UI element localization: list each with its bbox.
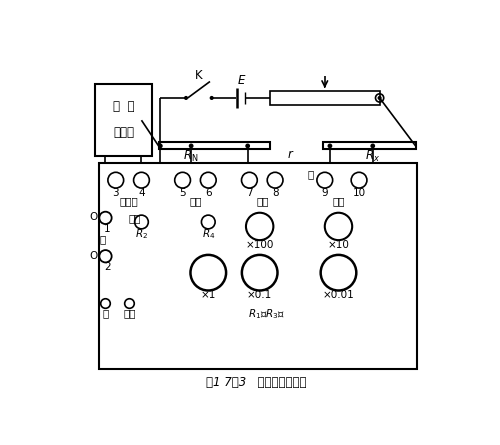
Text: 短路: 短路 [123, 308, 136, 318]
Text: 检流计: 检流计 [113, 125, 134, 139]
Text: ×100: ×100 [246, 239, 274, 250]
Bar [98, 163, 417, 368]
Text: E: E [238, 73, 245, 87]
Text: 8: 8 [272, 188, 278, 198]
Text: 3: 3 [112, 188, 119, 198]
Text: ×1: ×1 [200, 290, 216, 300]
Text: 双: 双 [308, 169, 314, 179]
Circle shape [188, 144, 194, 148]
Text: 电池: 电池 [256, 196, 268, 206]
Text: 单: 单 [100, 234, 106, 244]
Text: 9: 9 [322, 188, 328, 198]
Circle shape [184, 96, 188, 100]
Text: ×10: ×10 [328, 239, 349, 250]
Text: $r$: $r$ [287, 148, 294, 161]
Bar [323, 142, 416, 150]
Bar [270, 91, 380, 105]
Text: O: O [89, 251, 98, 261]
Text: 光  点: 光 点 [112, 100, 134, 113]
Text: 10: 10 [352, 188, 366, 198]
Text: ×0.01: ×0.01 [322, 290, 354, 300]
Text: ×0.1: ×0.1 [247, 290, 272, 300]
Circle shape [246, 144, 250, 148]
Text: O: O [89, 212, 98, 222]
Text: 标准: 标准 [190, 196, 202, 206]
Text: $R_1$（$R_3$）: $R_1$（$R_3$） [248, 307, 285, 321]
Text: 5: 5 [180, 188, 186, 198]
Text: 通: 通 [102, 308, 108, 318]
Circle shape [158, 144, 162, 148]
Text: 1: 1 [104, 224, 110, 234]
Text: $R_x$: $R_x$ [365, 149, 380, 164]
Text: 未知: 未知 [128, 214, 141, 223]
Circle shape [210, 96, 214, 100]
Text: $R_\mathrm{N}$: $R_\mathrm{N}$ [184, 149, 199, 164]
Bar [95, 84, 152, 156]
Text: 7: 7 [246, 188, 252, 198]
Text: 4: 4 [138, 188, 145, 198]
Text: $R_4$: $R_4$ [202, 227, 215, 241]
Text: 6: 6 [205, 188, 212, 198]
Text: 图1 7－3   双电桥面板接线: 图1 7－3 双电桥面板接线 [206, 376, 306, 389]
Text: K: K [195, 69, 202, 82]
Text: 检流计: 检流计 [120, 196, 138, 206]
Circle shape [328, 144, 332, 148]
Text: $R_2$: $R_2$ [135, 227, 148, 241]
Circle shape [378, 96, 382, 100]
Text: 未知: 未知 [332, 196, 344, 206]
Bar [158, 142, 270, 150]
Circle shape [370, 144, 375, 148]
Text: 2: 2 [104, 262, 110, 272]
